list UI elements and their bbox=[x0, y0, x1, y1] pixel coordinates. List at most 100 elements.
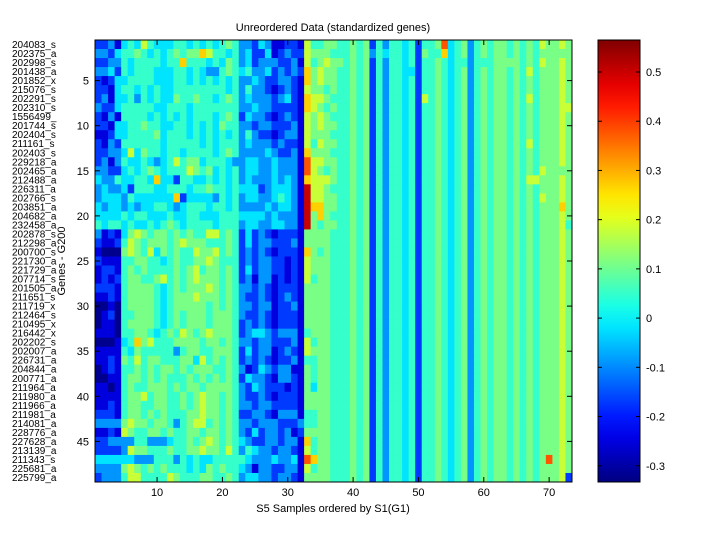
heatmap-cell bbox=[434, 166, 442, 176]
gene-labels: 204083_s202375_a202998_s201438_a201852_x… bbox=[12, 40, 57, 484]
heatmap-cell bbox=[108, 409, 115, 420]
heatmap-cell bbox=[375, 409, 383, 420]
heatmap-cell bbox=[362, 103, 370, 113]
heatmap-cell bbox=[454, 454, 462, 465]
heatmap-cell bbox=[291, 346, 298, 357]
heatmap-cell bbox=[428, 166, 436, 176]
heatmap-cell bbox=[441, 184, 449, 194]
heatmap-cell bbox=[395, 256, 403, 266]
heatmap-cell bbox=[121, 211, 129, 221]
heatmap-cell bbox=[140, 274, 148, 284]
heatmap-cell bbox=[304, 265, 312, 275]
heatmap-cell bbox=[362, 40, 370, 50]
heatmap-cell bbox=[147, 409, 155, 420]
heatmap-cell bbox=[277, 436, 285, 447]
heatmap-cell bbox=[101, 472, 109, 483]
heatmap-cell bbox=[160, 292, 168, 302]
heatmap-cell bbox=[375, 121, 383, 131]
heatmap-cell bbox=[193, 265, 200, 275]
heatmap-cell bbox=[330, 166, 338, 176]
heatmap-cell bbox=[545, 67, 553, 77]
heatmap-cell bbox=[317, 49, 325, 59]
y-tick-label: 30 bbox=[77, 301, 89, 313]
heatmap-cell bbox=[153, 310, 161, 321]
heatmap-cell bbox=[460, 184, 468, 194]
heatmap-cell bbox=[402, 292, 410, 302]
heatmap-cell bbox=[336, 436, 344, 447]
heatmap-cell bbox=[284, 112, 292, 122]
heatmap-cell bbox=[284, 400, 292, 411]
heatmap-cell bbox=[343, 130, 351, 140]
heatmap-cell bbox=[238, 391, 246, 402]
heatmap-cell bbox=[552, 373, 560, 384]
heatmap-cell bbox=[506, 337, 514, 348]
heatmap-cell bbox=[532, 58, 540, 68]
heatmap-cell bbox=[552, 157, 560, 167]
heatmap-cell bbox=[402, 445, 410, 456]
heatmap-cell bbox=[402, 454, 410, 465]
heatmap-cell bbox=[225, 373, 233, 384]
heatmap-cell bbox=[565, 355, 573, 366]
heatmap-cell bbox=[297, 58, 305, 68]
heatmap-cell bbox=[526, 67, 534, 77]
heatmap-cell bbox=[277, 463, 285, 474]
heatmap-cell bbox=[160, 355, 168, 366]
heatmap-cell bbox=[408, 454, 416, 465]
heatmap-cell bbox=[500, 130, 508, 140]
heatmap-cell bbox=[173, 418, 181, 429]
heatmap-cell bbox=[166, 283, 174, 293]
heatmap-cell bbox=[382, 346, 390, 357]
heatmap-cell bbox=[95, 157, 102, 167]
heatmap-cell bbox=[140, 139, 148, 149]
heatmap-cell bbox=[382, 328, 390, 339]
heatmap-cell bbox=[402, 229, 410, 239]
heatmap-cell bbox=[552, 67, 560, 77]
heatmap-cell bbox=[375, 220, 383, 230]
heatmap-cell bbox=[179, 328, 187, 339]
heatmap-cell bbox=[134, 274, 142, 284]
heatmap-cell bbox=[539, 472, 547, 483]
heatmap-cell bbox=[539, 445, 547, 456]
heatmap-cell bbox=[166, 319, 174, 330]
heatmap-cell bbox=[323, 238, 331, 248]
heatmap-cell bbox=[526, 463, 534, 474]
heatmap-cell bbox=[317, 184, 325, 194]
heatmap-cell bbox=[421, 364, 429, 375]
heatmap-cell bbox=[552, 58, 560, 68]
heatmap-cell bbox=[336, 364, 344, 375]
heatmap-cell bbox=[173, 130, 181, 140]
heatmap-cell bbox=[526, 445, 534, 456]
heatmap-cell bbox=[147, 202, 155, 212]
heatmap-cell bbox=[349, 157, 357, 167]
heatmap-cell bbox=[127, 409, 135, 420]
heatmap-cell bbox=[199, 85, 207, 95]
heatmap-cell bbox=[232, 211, 240, 221]
heatmap-cell bbox=[369, 166, 377, 176]
heatmap-cell bbox=[166, 400, 174, 411]
heatmap-cell bbox=[428, 364, 436, 375]
heatmap-cell bbox=[238, 184, 246, 194]
y-tick-label: 35 bbox=[77, 346, 89, 358]
heatmap-cell bbox=[343, 58, 351, 68]
heatmap-cell bbox=[460, 175, 468, 185]
heatmap-cell bbox=[206, 238, 214, 248]
heatmap-cell bbox=[558, 211, 566, 221]
heatmap-cell bbox=[369, 139, 377, 149]
heatmap-cell bbox=[232, 139, 240, 149]
heatmap-cell bbox=[193, 400, 200, 411]
heatmap-cell bbox=[95, 229, 102, 239]
heatmap-cell bbox=[134, 238, 142, 248]
heatmap-cell bbox=[304, 67, 312, 77]
heatmap-cell bbox=[441, 346, 449, 357]
heatmap-cell bbox=[225, 58, 233, 68]
heatmap-cell bbox=[460, 148, 468, 158]
heatmap-cell bbox=[147, 121, 155, 131]
heatmap-cell bbox=[389, 130, 396, 140]
heatmap-cell bbox=[369, 364, 377, 375]
heatmap-cell bbox=[173, 193, 181, 203]
heatmap-cell bbox=[500, 382, 508, 393]
heatmap-cell bbox=[95, 382, 102, 393]
heatmap-cell bbox=[330, 292, 338, 302]
heatmap-cell bbox=[166, 157, 174, 167]
heatmap-cell bbox=[219, 391, 227, 402]
